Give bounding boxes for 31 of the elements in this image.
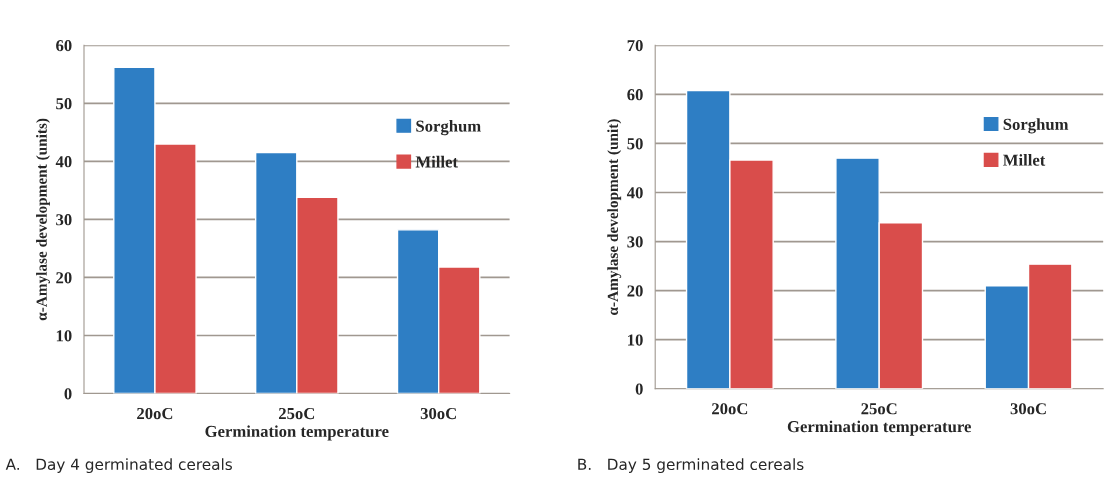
legend-label: Millet [1003,154,1046,166]
y-tick-label: 10 [628,334,643,346]
y-axis-title: α-Amylase development (unit) [607,119,622,315]
x-axis-title: Germination temperature [787,420,971,436]
y-tick-label: 20 [56,272,72,284]
y-tick-label: 60 [627,89,643,101]
x-tick-label: 30oC [1010,403,1046,415]
y-tick-label: 20 [627,285,643,297]
y-tick-label: 60 [56,40,72,52]
y-tick-label: 70 [627,40,643,52]
y-tick-label: 30 [627,236,643,248]
text: B. Day 5 germinated cereals [578,458,804,474]
legend-label: Sorghum [416,120,481,136]
x-tick-label: 20oC [712,403,748,415]
y-tick-label: 30 [56,214,72,226]
y-tick-label: 0 [64,388,72,400]
y-tick-label: 10 [56,330,72,342]
legend-label: Sorghum [1003,118,1069,134]
x-axis-title: Germination temperature [205,425,389,441]
x-tick-label: 25oC [278,407,315,420]
y-axis-title: α-Amylase development (units) [36,118,50,321]
y-tick-label: 40 [626,187,643,199]
text: A. Day 4 germinated cereals [5,458,232,474]
x-tick-label: 30oC [420,407,456,420]
y-tick-label: 50 [627,138,643,150]
legend-label: Millet [415,155,458,168]
x-tick-label: 20oC [137,407,173,420]
y-tick-label: 50 [56,98,72,110]
x-tick-label: 25oC [861,403,897,415]
y-tick-label: 0 [635,383,643,395]
y-tick-label: 40 [55,156,72,168]
